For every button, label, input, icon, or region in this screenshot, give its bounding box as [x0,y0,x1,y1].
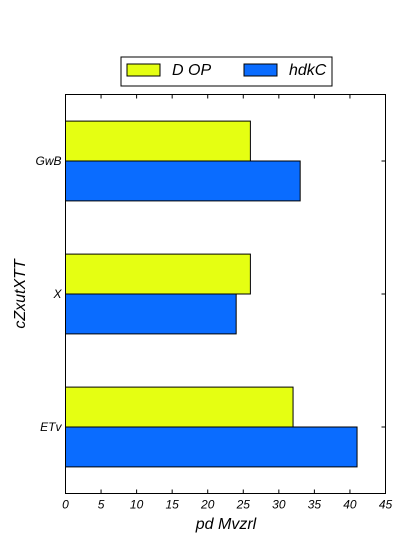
x-tick-label-4: 20 [200,498,215,512]
bar-d-op-gwb [65,120,251,162]
bar-d-op-etv [65,386,294,428]
x-tick-label-6: 30 [272,498,286,512]
x-tick-label-8: 40 [343,498,357,512]
y-tick-label-0: ETv [40,420,62,434]
bar-hdkc-etv [65,426,358,468]
x-axis-title: pd Mvzrl [195,516,257,533]
x-tick-label-5: 25 [236,498,251,512]
x-tick-label-1: 5 [98,498,105,512]
bar-d-op-x [65,253,251,295]
bars [65,120,358,468]
ticks: ETv X GwB 0 5 10 15 20 25 30 35 40 45 [35,94,393,512]
x-tick-label-9: 45 [379,498,393,512]
x-tick-label-0: 0 [62,498,69,512]
y-tick-label-1: X [52,287,62,301]
legend-swatch-1 [243,63,278,77]
legend-label-0: D OP [172,62,211,79]
legend: D OP hdkC [120,56,333,87]
legend-label-1: hdkC [289,62,327,79]
bar-hdkc-x [65,293,237,335]
y-tick-label-2: GwB [35,154,61,168]
y-axis-title: cZxutXTT [12,258,29,329]
bar-hdkc-gwb [65,160,301,202]
legend-swatch-0 [126,63,161,77]
x-tick-label-3: 15 [165,498,179,512]
x-tick-label-2: 10 [130,498,144,512]
x-tick-label-7: 35 [308,498,322,512]
